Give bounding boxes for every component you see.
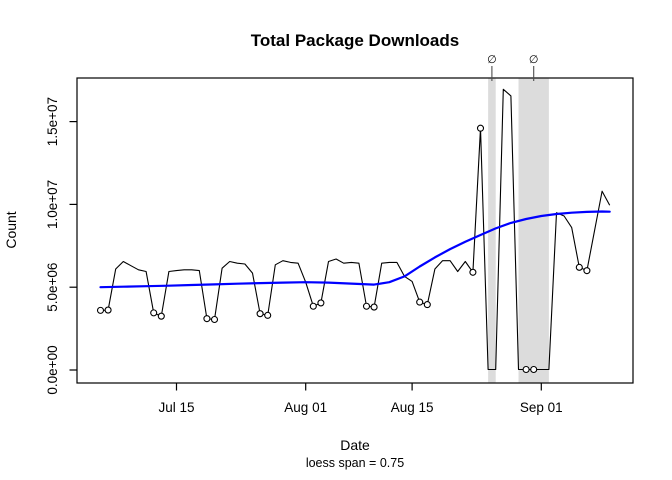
x-axis: Jul 15 Aug 01 Aug 15 Sep 01 [158, 383, 563, 415]
weekend-point-circle [256, 310, 264, 318]
weekend-point-circle [583, 267, 591, 275]
weekend-point-circle [416, 298, 424, 306]
weekend-point-circle [157, 312, 165, 320]
weekend-point-circle [264, 311, 272, 319]
weekend-point-circle [469, 268, 477, 276]
weekend-point-circle [522, 365, 530, 374]
weekend-point-circle [309, 302, 317, 310]
missing-data-bands [488, 78, 549, 383]
x-tick-label: Aug 01 [284, 400, 327, 415]
x-tick-label: Jul 15 [158, 400, 194, 415]
y-tick-label: 5.0e+06 [45, 263, 60, 312]
weekend-point-circle [317, 299, 325, 307]
loess-smooth-line [99, 210, 611, 289]
empty-set-icon: ∅ [529, 54, 539, 66]
weekend-point-circle [203, 315, 211, 323]
y-tick-label: 0.0e+00 [45, 345, 60, 394]
x-axis-subtitle: loess span = 0.75 [306, 456, 404, 470]
y-tick-label: 1.5e+07 [45, 97, 60, 146]
weekend-markers [96, 124, 591, 374]
x-tick-label: Aug 15 [391, 400, 434, 415]
weekend-point-circle [104, 306, 112, 314]
weekend-point-circle [96, 306, 105, 314]
chart-title: Total Package Downloads [251, 31, 459, 50]
y-axis-title: Count [3, 211, 19, 248]
weekend-point-circle [370, 303, 378, 311]
weekend-point-circle [150, 309, 158, 317]
weekend-point-circle [476, 124, 485, 132]
x-axis-title: Date [340, 437, 370, 453]
missing-data-band [518, 78, 549, 383]
weekend-point-circle [362, 302, 371, 310]
weekend-point-circle [575, 263, 583, 271]
plot-border [76, 77, 634, 384]
weekend-point-circle [423, 301, 431, 309]
weekend-point-circle [530, 365, 538, 374]
empty-set-icon: ∅ [487, 54, 497, 66]
loess-curve [99, 210, 611, 289]
y-axis: 0.0e+00 5.0e+06 1.0e+07 1.5e+07 [45, 97, 77, 395]
empty-set-annotations: ∅ ∅ [487, 54, 538, 81]
x-tick-label: Sep 01 [520, 400, 563, 415]
y-tick-label: 1.0e+07 [45, 180, 60, 229]
weekend-point-circle [210, 315, 219, 324]
